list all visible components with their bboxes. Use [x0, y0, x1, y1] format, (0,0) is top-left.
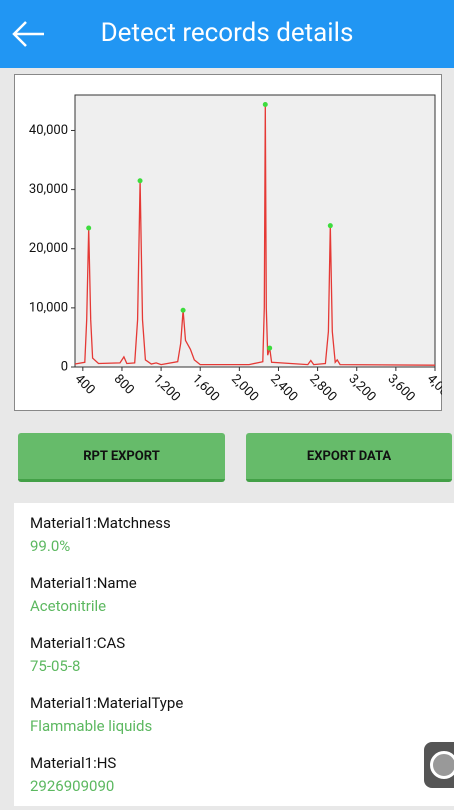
- x-tick-label: 2,400: [267, 372, 300, 405]
- details-panel: Material1:Matchness 99.0% Material1:Name Ac…: [14, 503, 454, 806]
- field-value: 75-05-8: [30, 657, 81, 675]
- chart: 0 10,000 20,000 30,000 40,000 400 800 1,200 1,60…: [14, 74, 442, 411]
- field-value: Flammable liquids: [30, 717, 153, 735]
- field-label: Material1:HS: [30, 754, 117, 772]
- y-tick-label: 0: [61, 359, 68, 374]
- y-tick-label: 10,000: [29, 300, 68, 315]
- peak-marker: [262, 101, 268, 107]
- y-tick-label: 30,000: [29, 182, 68, 197]
- app-bar: Detect records details: [0, 0, 454, 68]
- x-tick-label: 2,000: [228, 372, 261, 405]
- field-value: 2926909090: [30, 777, 115, 795]
- field-label: Material1:Matchness: [30, 514, 171, 532]
- x-tick-label: 3,600: [385, 372, 418, 405]
- field-value: Acetonitrile: [30, 597, 107, 615]
- x-tick-label: 2,800: [306, 372, 339, 405]
- back-button[interactable]: [10, 14, 50, 54]
- rpt-export-button[interactable]: RPT EXPORT: [18, 433, 225, 482]
- peak-marker: [327, 223, 333, 229]
- export-data-button[interactable]: EXPORT DATA: [246, 433, 452, 482]
- floating-button[interactable]: [424, 742, 454, 788]
- y-tick-label: 40,000: [29, 123, 68, 138]
- chart-frame: [14, 74, 442, 411]
- spectrum-line: [74, 104, 436, 366]
- field-label: Material1:CAS: [30, 634, 126, 652]
- x-tick-label: 400: [72, 372, 98, 398]
- peak-marker: [86, 225, 92, 231]
- x-tick-label: 800: [111, 372, 137, 398]
- peak-marker: [267, 345, 273, 351]
- x-tick-label: 4,000: [424, 372, 442, 405]
- peak-marker: [180, 307, 186, 313]
- title: Detect records details: [100, 18, 354, 48]
- x-tick-label: 1,200: [150, 372, 183, 405]
- field-label: Material1:MaterialType: [30, 694, 184, 712]
- plot-area: [74, 94, 436, 368]
- x-tick-label: 1,600: [189, 372, 222, 405]
- x-tick-label: 3,200: [345, 372, 378, 405]
- y-tick-label: 20,000: [29, 241, 68, 256]
- peak-marker: [137, 178, 143, 184]
- field-label: Material1:Name: [30, 574, 137, 592]
- field-value: 99.0%: [30, 537, 71, 555]
